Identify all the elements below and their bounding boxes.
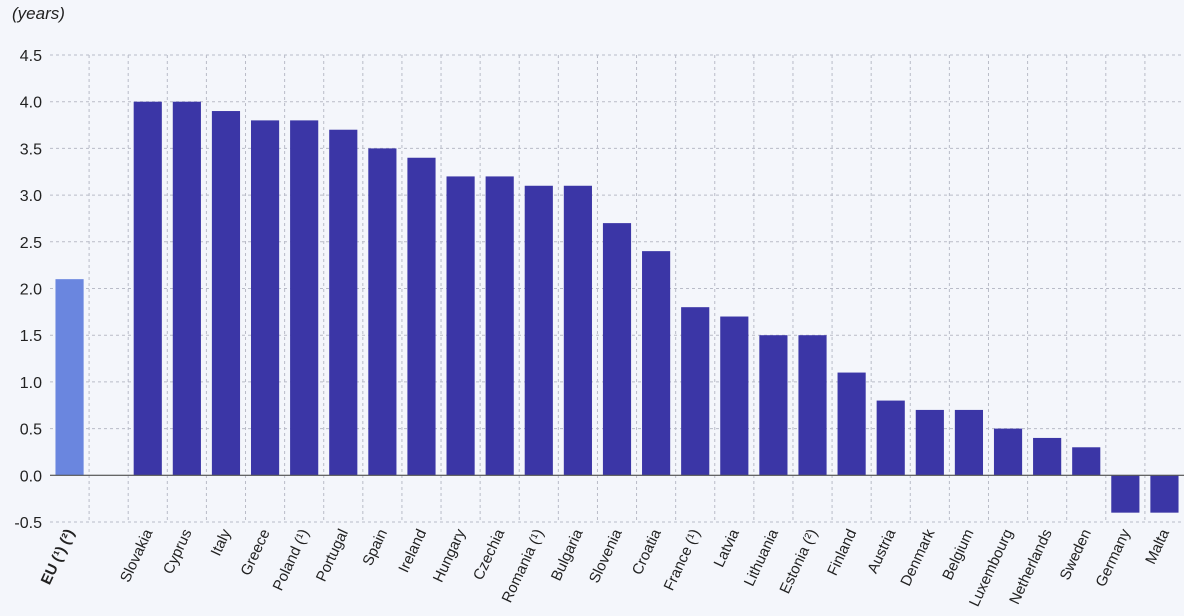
bar <box>524 185 553 476</box>
y-tick-label: 3.5 <box>20 141 42 158</box>
bar <box>720 316 749 476</box>
bar <box>485 176 514 476</box>
bar <box>133 101 162 476</box>
x-category-label: Slovenia <box>586 526 626 586</box>
bar <box>876 400 905 476</box>
bar <box>1150 475 1179 513</box>
y-tick-label: 2.0 <box>20 282 42 299</box>
x-category-label: Slovakia <box>117 526 157 585</box>
x-category-label: Lithuania <box>741 526 782 589</box>
bar <box>954 409 984 476</box>
y-tick-label: 4.5 <box>20 48 42 65</box>
x-category-label: Finland <box>824 527 860 579</box>
y-tick-label: 1.5 <box>20 328 42 345</box>
x-category-label: Austria <box>864 526 899 576</box>
x-category-label: Ireland <box>395 527 430 576</box>
y-axis-unit-label: (years) <box>12 4 65 23</box>
bar <box>993 428 1023 476</box>
bar <box>681 307 710 476</box>
bar <box>250 120 280 476</box>
x-category-label: Czechia <box>470 526 509 583</box>
y-tick-label: 0.5 <box>20 422 42 439</box>
bar <box>290 120 319 476</box>
x-category-label: Denmark <box>897 526 938 589</box>
bar <box>211 111 241 476</box>
x-category-label: Bulgaria <box>548 526 587 584</box>
bar <box>368 148 397 476</box>
x-category-label: Greece <box>237 527 273 579</box>
x-category-label: Poland (¹) <box>270 527 313 594</box>
bar <box>642 251 671 476</box>
bar <box>915 409 944 476</box>
x-category-label: Malta <box>1142 526 1173 567</box>
bar <box>446 176 475 476</box>
y-tick-label: -0.5 <box>14 515 42 532</box>
x-category-label: Italy <box>208 526 235 559</box>
x-category-label: EU (¹) (²) <box>38 527 78 588</box>
x-category-label: France (¹) <box>661 527 704 594</box>
bar <box>602 223 632 476</box>
y-tick-label: 1.0 <box>20 375 42 392</box>
bar <box>172 101 201 476</box>
bar <box>407 157 436 476</box>
bar <box>563 185 592 476</box>
bar <box>55 279 84 476</box>
y-tick-label: 2.5 <box>20 235 42 252</box>
x-category-label: Germany <box>1092 526 1134 590</box>
bar <box>798 335 827 476</box>
y-tick-label: 3.0 <box>20 188 42 205</box>
x-category-label: Sweden <box>1057 527 1095 583</box>
bar <box>329 129 358 476</box>
bar <box>837 372 866 476</box>
bar <box>1111 475 1140 513</box>
y-tick-label: 4.0 <box>20 95 42 112</box>
x-category-label: Cyprus <box>160 527 195 577</box>
bar <box>1072 447 1101 476</box>
y-tick-label: 0.0 <box>20 468 42 485</box>
bar <box>1033 437 1062 476</box>
bar <box>759 335 788 476</box>
x-category-label: Portugal <box>313 527 352 585</box>
x-category-label: Estonia (²) <box>776 527 821 597</box>
x-category-label: Belgium <box>939 527 977 583</box>
x-category-label: Croatia <box>629 526 665 578</box>
x-category-label: Latvia <box>711 526 744 570</box>
x-category-label: Spain <box>359 527 391 569</box>
x-category-label: Hungary <box>430 526 470 585</box>
